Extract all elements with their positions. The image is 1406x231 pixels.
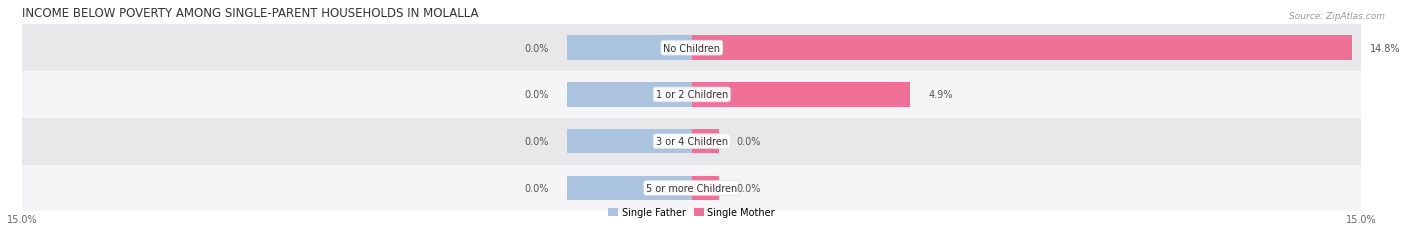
Text: Source: ZipAtlas.com: Source: ZipAtlas.com <box>1289 12 1385 21</box>
Bar <box>22 118 1361 165</box>
Text: No Children: No Children <box>664 43 720 53</box>
Text: INCOME BELOW POVERTY AMONG SINGLE-PARENT HOUSEHOLDS IN MOLALLA: INCOME BELOW POVERTY AMONG SINGLE-PARENT… <box>22 7 479 20</box>
Bar <box>692 83 911 107</box>
Text: 4.9%: 4.9% <box>928 90 953 100</box>
Text: 5 or more Children: 5 or more Children <box>647 183 737 193</box>
Bar <box>692 36 1353 61</box>
Bar <box>22 72 1361 118</box>
Bar <box>567 176 692 200</box>
Bar <box>567 83 692 107</box>
Text: 0.0%: 0.0% <box>524 90 548 100</box>
Bar <box>22 25 1361 72</box>
Bar <box>567 36 692 61</box>
Text: 0.0%: 0.0% <box>524 43 548 53</box>
Text: 1 or 2 Children: 1 or 2 Children <box>655 90 728 100</box>
Bar <box>692 129 718 154</box>
Text: 14.8%: 14.8% <box>1371 43 1400 53</box>
Text: 3 or 4 Children: 3 or 4 Children <box>655 137 728 146</box>
Text: 0.0%: 0.0% <box>737 137 761 146</box>
Legend: Single Father, Single Mother: Single Father, Single Mother <box>605 204 779 222</box>
Bar <box>567 129 692 154</box>
Bar <box>692 176 718 200</box>
Text: 0.0%: 0.0% <box>737 183 761 193</box>
Bar <box>22 165 1361 211</box>
Text: 0.0%: 0.0% <box>524 183 548 193</box>
Text: 0.0%: 0.0% <box>524 137 548 146</box>
